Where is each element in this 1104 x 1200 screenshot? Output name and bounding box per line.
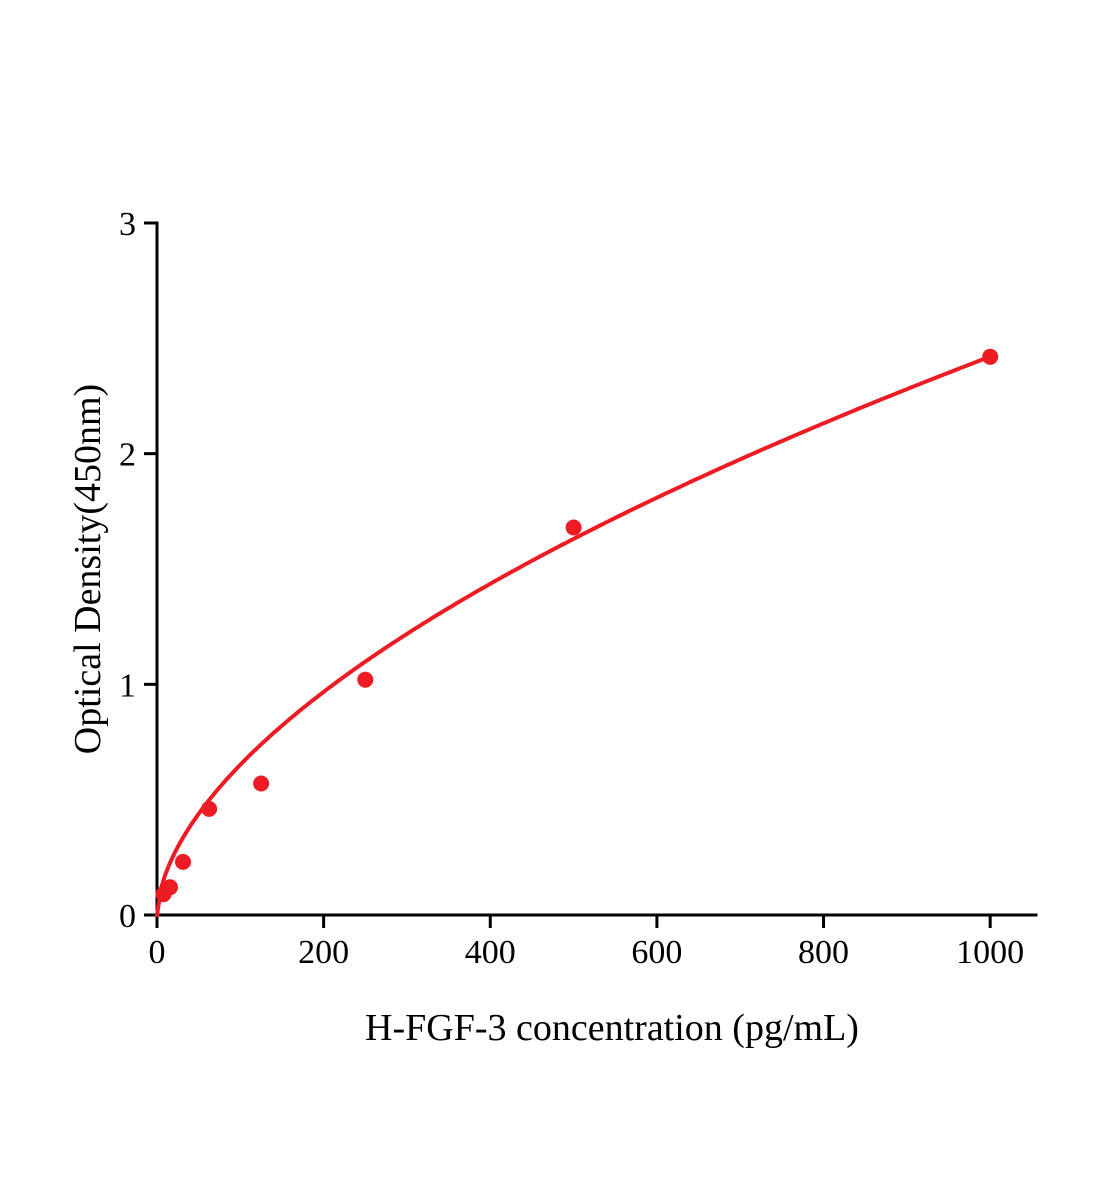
axis-spine	[155, 221, 1038, 917]
plot-layer: 0 200 400 600 800 1000 0 1 2 3	[119, 206, 1038, 971]
y-tick-label: 0	[119, 898, 136, 935]
x-axis-title: H-FGF-3 concentration (pg/mL)	[365, 1007, 859, 1049]
data-point	[162, 879, 178, 896]
data-point	[357, 671, 374, 688]
y-axis-title: Optical Density(450nm)	[67, 384, 109, 754]
fit-curve	[155, 354, 993, 917]
data-point	[982, 348, 999, 365]
x-tick-label: 1000	[956, 934, 1024, 971]
y-tick-label: 2	[119, 437, 136, 474]
data-point	[253, 775, 270, 792]
x-tick-label: 0	[149, 934, 166, 971]
data-point	[565, 519, 582, 536]
y-tick-label: 3	[119, 206, 136, 243]
data-point	[201, 800, 218, 817]
data-point	[175, 853, 191, 870]
x-tick-label: 200	[298, 934, 349, 971]
x-tick-label: 800	[798, 934, 849, 971]
x-tick-label: 400	[465, 934, 516, 971]
y-tick-label: 1	[119, 667, 136, 704]
x-tick-label: 600	[631, 934, 682, 971]
